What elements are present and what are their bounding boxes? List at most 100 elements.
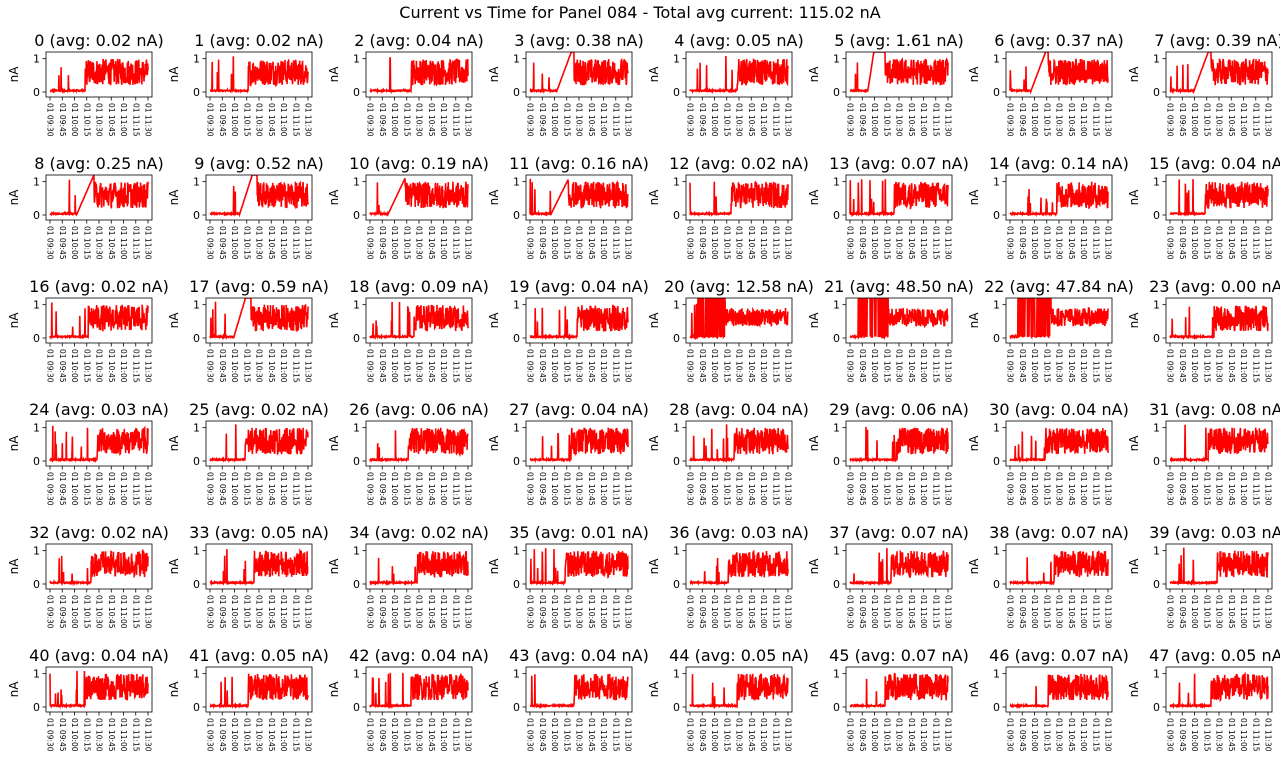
panel-title: 2 (avg: 0.04 nA) [354,31,483,50]
x-tick-label: 01 09:45 [1018,595,1027,629]
x-tick-label: 01 10:45 [1067,349,1076,383]
x-tick-label: 01 10:45 [107,595,116,629]
y-axis-label: nA [487,66,501,83]
x-tick-label: 01 10:15 [82,472,91,506]
x-tick-label: 01 09:45 [58,472,67,506]
y-axis-label: nA [1127,312,1141,329]
x-tick-label: 01 11:15 [771,226,780,260]
x-tick-label: 01 11:30 [464,472,473,506]
x-tick-label: 01 11:00 [119,103,128,137]
x-tick-label: 01 10:30 [1055,103,1064,137]
y-tick-label: 0 [993,209,1000,222]
panel-title: 25 (avg: 0.02 nA) [189,400,329,419]
x-tick-label: 01 09:45 [858,472,867,506]
y-tick-label: 0 [833,86,840,99]
y-axis-label: nA [487,435,501,452]
series-line [49,425,149,463]
series-line [689,549,789,587]
series-line [529,52,629,95]
x-tick-label: 01 10:45 [1067,595,1076,629]
y-tick-label: 1 [353,422,360,435]
series-line [369,672,469,710]
x-tick-label: 01 11:00 [1079,226,1088,260]
y-tick-label: 0 [1153,455,1160,468]
y-axis-label: nA [1127,66,1141,83]
y-axis-label: nA [647,435,661,452]
x-tick-label: 01 10:15 [562,103,571,137]
y-tick-label: 1 [33,668,40,681]
x-tick-label: 01 10:30 [895,103,904,137]
x-tick-label: 01 09:30 [206,718,215,752]
x-tick-label: 01 10:15 [562,226,571,260]
panel-title: 37 (avg: 0.07 nA) [829,523,969,542]
x-tick-label: 01 09:45 [538,718,547,752]
y-axis-label: nA [167,189,181,206]
x-tick-label: 01 09:45 [378,595,387,629]
x-tick-label: 01 10:30 [735,349,744,383]
x-tick-label: 01 10:15 [882,349,891,383]
x-tick-label: 01 09:30 [526,472,535,506]
x-tick-label: 01 10:00 [870,349,879,383]
panel-title: 7 (avg: 0.39 nA) [1154,31,1280,50]
y-axis-label: nA [807,66,821,83]
panel-title: 44 (avg: 0.05 nA) [669,646,809,665]
y-tick-label: 0 [1153,209,1160,222]
x-tick-label: 01 10:15 [562,349,571,383]
y-axis-label: nA [7,312,21,329]
series-line [1169,179,1269,217]
x-tick-label: 01 11:00 [119,472,128,506]
x-tick-label: 01 09:45 [858,349,867,383]
x-tick-label: 01 11:00 [759,718,768,752]
x-tick-label: 01 11:00 [1239,595,1248,629]
x-tick-label: 01 11:00 [1079,595,1088,629]
x-tick-label: 01 09:30 [206,226,215,260]
y-axis-label: nA [647,189,661,206]
x-tick-label: 01 10:00 [870,472,879,506]
x-tick-label: 01 11:30 [304,472,313,506]
panel-title: 24 (avg: 0.03 nA) [29,400,169,419]
x-tick-label: 01 10:15 [1042,718,1051,752]
x-tick-label: 01 10:00 [230,595,239,629]
x-tick-label: 01 10:45 [1227,718,1236,752]
panel-title: 28 (avg: 0.04 nA) [669,400,809,419]
series-line [49,175,149,217]
x-tick-label: 01 09:45 [1178,349,1187,383]
x-tick-label: 01 11:30 [144,226,153,260]
x-tick-label: 01 09:45 [1018,718,1027,752]
x-tick-label: 01 11:00 [439,718,448,752]
x-tick-label: 01 10:30 [415,103,424,137]
y-tick-label: 1 [1153,53,1160,66]
x-tick-label: 01 11:15 [1091,103,1100,137]
x-tick-label: 01 09:45 [698,595,707,629]
x-tick-label: 01 10:45 [267,472,276,506]
y-tick-label: 0 [353,578,360,591]
x-tick-label: 01 09:30 [366,595,375,629]
x-tick-label: 01 11:30 [624,349,633,383]
x-tick-label: 01 09:30 [46,718,55,752]
x-tick-label: 01 10:30 [415,595,424,629]
x-tick-label: 01 11:30 [624,472,633,506]
x-tick-label: 01 09:45 [858,718,867,752]
x-tick-label: 01 10:30 [415,718,424,752]
x-tick-label: 01 11:00 [919,103,928,137]
series-line [689,424,789,464]
x-tick-label: 01 09:30 [46,349,55,383]
x-tick-label: 01 10:45 [747,226,756,260]
y-tick-label: 0 [353,209,360,222]
x-tick-label: 01 10:15 [242,103,251,137]
x-tick-label: 01 10:00 [390,472,399,506]
x-tick-label: 01 11:00 [1079,718,1088,752]
x-tick-label: 01 09:45 [858,103,867,137]
y-tick-label: 0 [993,701,1000,714]
y-axis-label: nA [167,435,181,452]
x-tick-label: 01 10:15 [722,349,731,383]
x-tick-label: 01 09:30 [206,472,215,506]
panel-title: 23 (avg: 0.00 nA) [1149,277,1280,296]
